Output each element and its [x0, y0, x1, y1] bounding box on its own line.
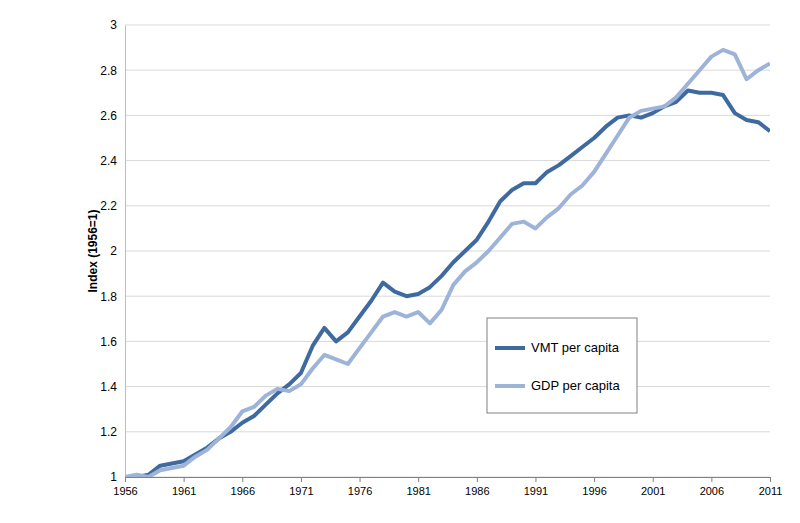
y-tick-label: 1.4 [100, 380, 117, 394]
x-tick: 2006 [700, 477, 724, 497]
y-tick-label: 2 [110, 244, 117, 258]
x-tick-label: 1961 [172, 485, 196, 497]
x-tick: 1971 [289, 477, 313, 497]
x-tick: 1981 [406, 477, 430, 497]
x-tick-mark [125, 477, 126, 482]
y-axis: 1 1.2 1.4 1.6 1.8 2 2.2 2.4 2.6 2.8 3 [100, 18, 125, 484]
plot: 11.21.41.61.822.22.42.62.831956196119661… [100, 18, 782, 496]
x-tick-mark [184, 477, 185, 482]
y-tick-label: 3 [110, 18, 117, 32]
y-tick: 3 [110, 18, 125, 32]
x-tick-mark [535, 477, 536, 482]
x-tick: 1986 [465, 477, 489, 497]
y-tick: 2.8 [100, 64, 125, 78]
y-tick: 1.8 [100, 290, 125, 304]
legend-label: VMT per capita [531, 340, 620, 355]
legend-swatch [495, 346, 525, 350]
x-tick: 1976 [348, 477, 372, 497]
y-tick: 2.2 [100, 199, 125, 213]
x-tick-mark [653, 477, 654, 482]
x-tick-label: 2011 [759, 485, 783, 497]
x-tick-label: 1981 [406, 485, 430, 497]
y-tick-label: 1.8 [100, 290, 117, 304]
grid-line [125, 70, 770, 71]
series-line [125, 50, 770, 477]
x-tick-label: 1966 [231, 485, 255, 497]
grid-line [125, 386, 770, 387]
y-tick: 2.6 [100, 109, 125, 123]
legend-swatch [495, 384, 525, 388]
x-tick-mark [301, 477, 302, 482]
y-tick-label: 2.2 [100, 199, 117, 213]
x-tick-mark [242, 477, 243, 482]
legend: VMT per capita GDP per capita [487, 318, 637, 413]
chart: 11.21.41.61.822.22.42.62.831956196119661… [0, 0, 800, 523]
grid-line [125, 160, 770, 161]
x-tick-mark [360, 477, 361, 482]
grid-line [125, 115, 770, 116]
x-tick-mark [594, 477, 595, 482]
x-tick: 2001 [641, 477, 665, 497]
x-tick-label: 1956 [113, 485, 137, 497]
x-tick: 2011 [759, 477, 783, 497]
y-tick: 2.4 [100, 154, 125, 168]
y-tick: 2 [110, 244, 125, 258]
lines [125, 50, 770, 477]
y-axis-line [125, 26, 126, 478]
x-tick-label: 1986 [465, 485, 489, 497]
y-tick-label: 1 [110, 470, 117, 484]
grid-line [125, 431, 770, 432]
y-tick-label: 2.4 [100, 154, 117, 168]
grid-line [125, 341, 770, 342]
y-axis-title: Index (1956=1) [86, 209, 100, 292]
x-tick-label: 2001 [641, 485, 665, 497]
y-tick-label: 1.2 [100, 425, 117, 439]
x-tick-mark [477, 477, 478, 482]
x-tick-label: 1976 [348, 485, 372, 497]
series-line [125, 91, 770, 477]
grid-line [125, 205, 770, 206]
grid-line [125, 25, 770, 26]
x-tick: 1991 [524, 477, 548, 497]
x-tick-label: 2006 [700, 485, 724, 497]
y-tick: 1 [110, 470, 125, 484]
y-tick-label: 2.6 [100, 109, 117, 123]
x-tick: 1961 [172, 477, 196, 497]
y-tick: 1.6 [100, 335, 125, 349]
x-tick-label: 1971 [289, 485, 313, 497]
x-tick-mark [418, 477, 419, 482]
x-axis: 1956 1961 1966 1971 1976 1981 1986 1991 1996 2001… [113, 477, 782, 497]
x-tick: 1996 [582, 477, 606, 497]
x-tick-mark [711, 477, 712, 482]
x-tick-label: 1991 [524, 485, 548, 497]
x-tick: 1956 [113, 477, 137, 497]
y-tick-label: 1.6 [100, 335, 117, 349]
x-tick-label: 1996 [582, 485, 606, 497]
grid [125, 25, 770, 477]
legend-box [487, 318, 637, 413]
x-tick-mark [770, 477, 771, 482]
x-tick: 1966 [231, 477, 255, 497]
x-axis-line [126, 478, 771, 483]
grid-line [125, 251, 770, 252]
y-tick-label: 2.8 [100, 64, 117, 78]
y-tick: 1.2 [100, 425, 125, 439]
legend-label: GDP per capita [531, 378, 620, 393]
y-tick: 1.4 [100, 380, 125, 394]
